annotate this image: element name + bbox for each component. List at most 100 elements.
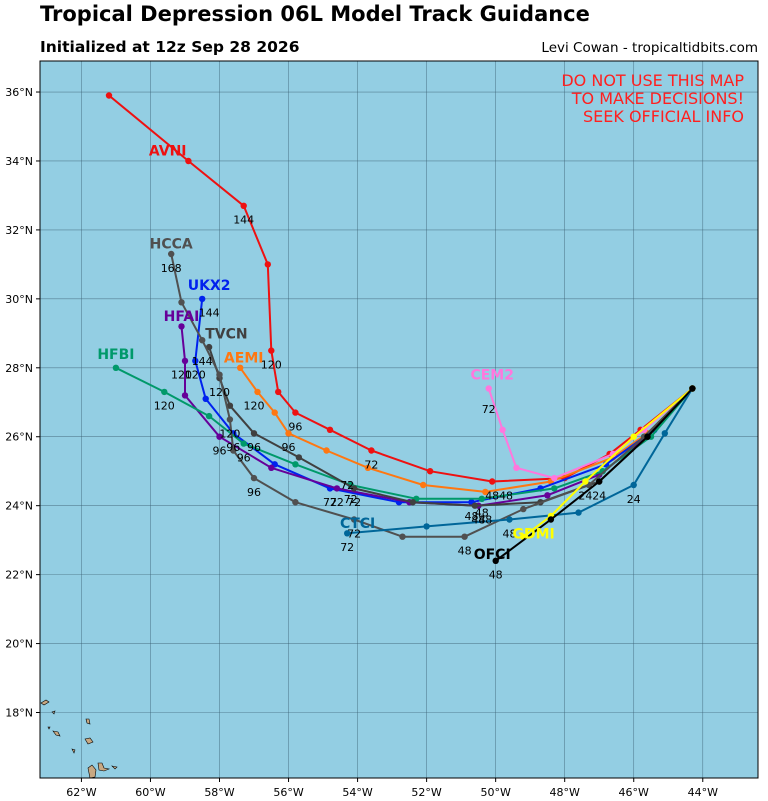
model-label-gdmi: GDMI xyxy=(512,526,554,542)
forecast-hour-label: 72 xyxy=(347,496,361,509)
lon-tick-label: 62°W xyxy=(66,786,96,799)
track-point-ctci xyxy=(575,509,582,516)
lat-tick-label: 34°N xyxy=(5,155,33,168)
lon-tick-label: 52°W xyxy=(411,786,441,799)
forecast-hour-label: 72 xyxy=(347,527,361,540)
track-point-tvcn xyxy=(295,454,303,461)
lat-lon-grid xyxy=(40,61,758,778)
track-point-hfai xyxy=(216,433,223,440)
track-point-aemi xyxy=(237,364,244,371)
credit: Levi Cowan - tropicaltidbits.com xyxy=(541,40,758,56)
track-point-avni xyxy=(326,426,334,433)
forecast-hour-label: 144 xyxy=(199,307,220,320)
lat-tick-label: 20°N xyxy=(5,638,33,651)
track-point-hcca xyxy=(168,250,175,258)
track-point-avni xyxy=(275,388,282,396)
lat-tick-label: 18°N xyxy=(5,707,33,720)
track-point-hcca xyxy=(250,474,258,482)
forecast-hour-label: 72 xyxy=(344,493,358,506)
track-point-ctci xyxy=(661,430,668,437)
forecast-hour-label: 168 xyxy=(161,262,182,275)
track-point-hfbi xyxy=(551,485,558,492)
map-frame xyxy=(39,60,759,779)
track-point-aemi xyxy=(420,481,427,489)
lon-tick-label: 48°W xyxy=(550,786,580,799)
track-point-avni xyxy=(368,447,375,454)
warning-line-2: TO MAKE DECISIONS! xyxy=(571,89,744,108)
ocean-background xyxy=(40,61,758,778)
track-point-aemi xyxy=(254,388,261,396)
track-point-hfai xyxy=(268,464,275,471)
track-point-hfai xyxy=(333,485,341,492)
track-point-ofci xyxy=(596,478,603,485)
forecast-hour-label: 96 xyxy=(247,441,261,454)
lon-tick-label: 56°W xyxy=(273,786,303,799)
model-label-ofci: OFCI xyxy=(474,547,511,563)
lon-tick-label: 60°W xyxy=(135,786,165,799)
model-label-hcca: HCCA xyxy=(150,237,193,253)
track-point-aemi xyxy=(271,409,278,416)
track-point-aemi xyxy=(285,430,292,437)
track-point-avni xyxy=(105,92,113,99)
forecast-hour-label: 48 xyxy=(485,489,499,502)
track-point-hcca xyxy=(520,505,527,513)
track-point-ctci xyxy=(344,530,351,537)
forecast-hour-label: 48 xyxy=(475,507,489,520)
track-point-hfbi xyxy=(205,412,213,420)
init-time: Initialized at 12z Sep 28 2026 xyxy=(40,38,300,56)
longitude-ticks: 62°W 60°W 58°W 56°W 54°W 52°W 50°W 48°W 46°W 44°W xyxy=(66,778,718,799)
forecast-hour-label: 120 xyxy=(244,400,265,413)
lon-tick-label: 54°W xyxy=(342,786,372,799)
track-point-hcca xyxy=(461,533,468,540)
lat-tick-label: 24°N xyxy=(5,500,33,513)
warning-line-1: DO NOT USE THIS MAP xyxy=(561,71,744,90)
lat-tick-label: 26°N xyxy=(5,431,33,444)
warning-line-3: SEEK OFFICIAL INFO xyxy=(583,107,744,126)
model-tracks xyxy=(105,92,696,564)
track-point-avni xyxy=(185,157,192,165)
forecast-hour-label: 96 xyxy=(237,451,251,464)
track-point-ukx2 xyxy=(192,357,199,365)
lat-tick-label: 22°N xyxy=(5,569,33,582)
lat-tick-label: 28°N xyxy=(5,362,33,375)
track-point-hcca xyxy=(226,416,234,423)
track-point-avni xyxy=(292,409,299,416)
page-title: Tropical Depression 06L Model Track Guid… xyxy=(40,2,590,26)
track-point-tvcn xyxy=(226,402,234,409)
forecast-hour-label: 96 xyxy=(282,441,296,454)
track-point-hfbi xyxy=(478,495,485,502)
track-point-tvcn xyxy=(350,485,358,492)
track-point-hfbi xyxy=(112,364,120,371)
lat-tick-label: 36°N xyxy=(5,86,33,99)
forecast-hour-label: 72 xyxy=(330,496,344,509)
track-point-ofci xyxy=(644,433,651,440)
lon-tick-label: 50°W xyxy=(480,786,510,799)
forecast-hour-label: 120 xyxy=(171,369,192,382)
track-point-tvcn xyxy=(250,430,258,437)
model-label-hfbi: HFBI xyxy=(97,347,134,363)
track-point-ofci xyxy=(492,557,499,564)
track-point-ofci xyxy=(547,516,555,523)
track-point-ctci xyxy=(630,481,637,489)
model-label-ukx2: UKX2 xyxy=(188,278,231,294)
track-point-ukx2 xyxy=(202,395,209,402)
track-point-cem2 xyxy=(551,474,558,482)
track-point-cem2 xyxy=(513,464,520,471)
track-point-hcca xyxy=(350,516,358,523)
forecast-hour-label: 72 xyxy=(323,496,337,509)
track-point-avni xyxy=(240,202,247,209)
track-point-hfai xyxy=(181,357,189,365)
forecast-hour-label: 72 xyxy=(340,479,354,492)
track-point-avni xyxy=(264,261,271,268)
model-label-avni: AVNI xyxy=(149,144,187,160)
forecast-hour-label: 72 xyxy=(364,458,378,471)
track-point-hfai xyxy=(178,323,185,330)
forecast-hour-label: 48 xyxy=(503,527,517,540)
forecast-hour-label: 120 xyxy=(219,427,240,440)
model-label-ctci: CTCI xyxy=(340,516,375,532)
forecast-hour-label: 120 xyxy=(209,386,230,399)
forecast-hour-label: 48 xyxy=(458,545,472,558)
track-point-hfai xyxy=(181,392,189,399)
